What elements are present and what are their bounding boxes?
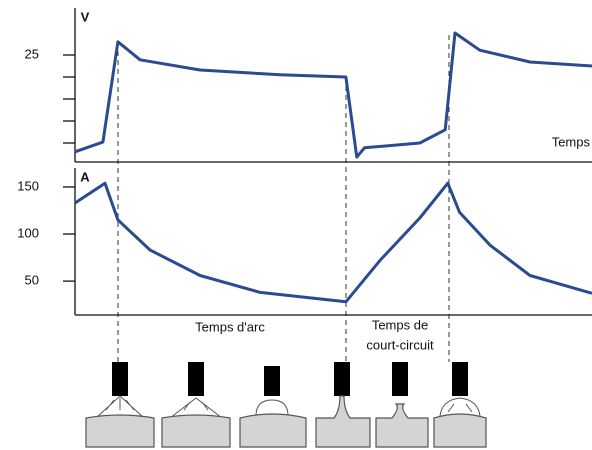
data-line <box>74 31 592 159</box>
data-line <box>74 181 592 304</box>
welding-stages <box>85 362 487 448</box>
y-tick-label: 25 <box>25 46 39 61</box>
y-tick-label: 50 <box>25 273 39 288</box>
stage-icon <box>239 366 307 448</box>
y-tick-label: 150 <box>17 178 39 193</box>
y-tick-label: 100 <box>17 225 39 240</box>
stage-icon <box>161 362 231 448</box>
x-axis-label: Temps <box>552 134 591 149</box>
stage-icon <box>433 362 487 448</box>
phase-guides <box>117 35 450 362</box>
arc-time-label: Temps d'arc <box>195 319 265 334</box>
stage-icon <box>85 362 155 448</box>
stage-icon <box>315 362 371 448</box>
y-axis-label: V <box>81 9 90 24</box>
short-circuit-label: Temps de <box>372 317 428 332</box>
stage-icon <box>375 362 429 448</box>
y-axis-label: A <box>80 169 90 184</box>
short-circuit-label: court-circuit <box>366 337 434 352</box>
